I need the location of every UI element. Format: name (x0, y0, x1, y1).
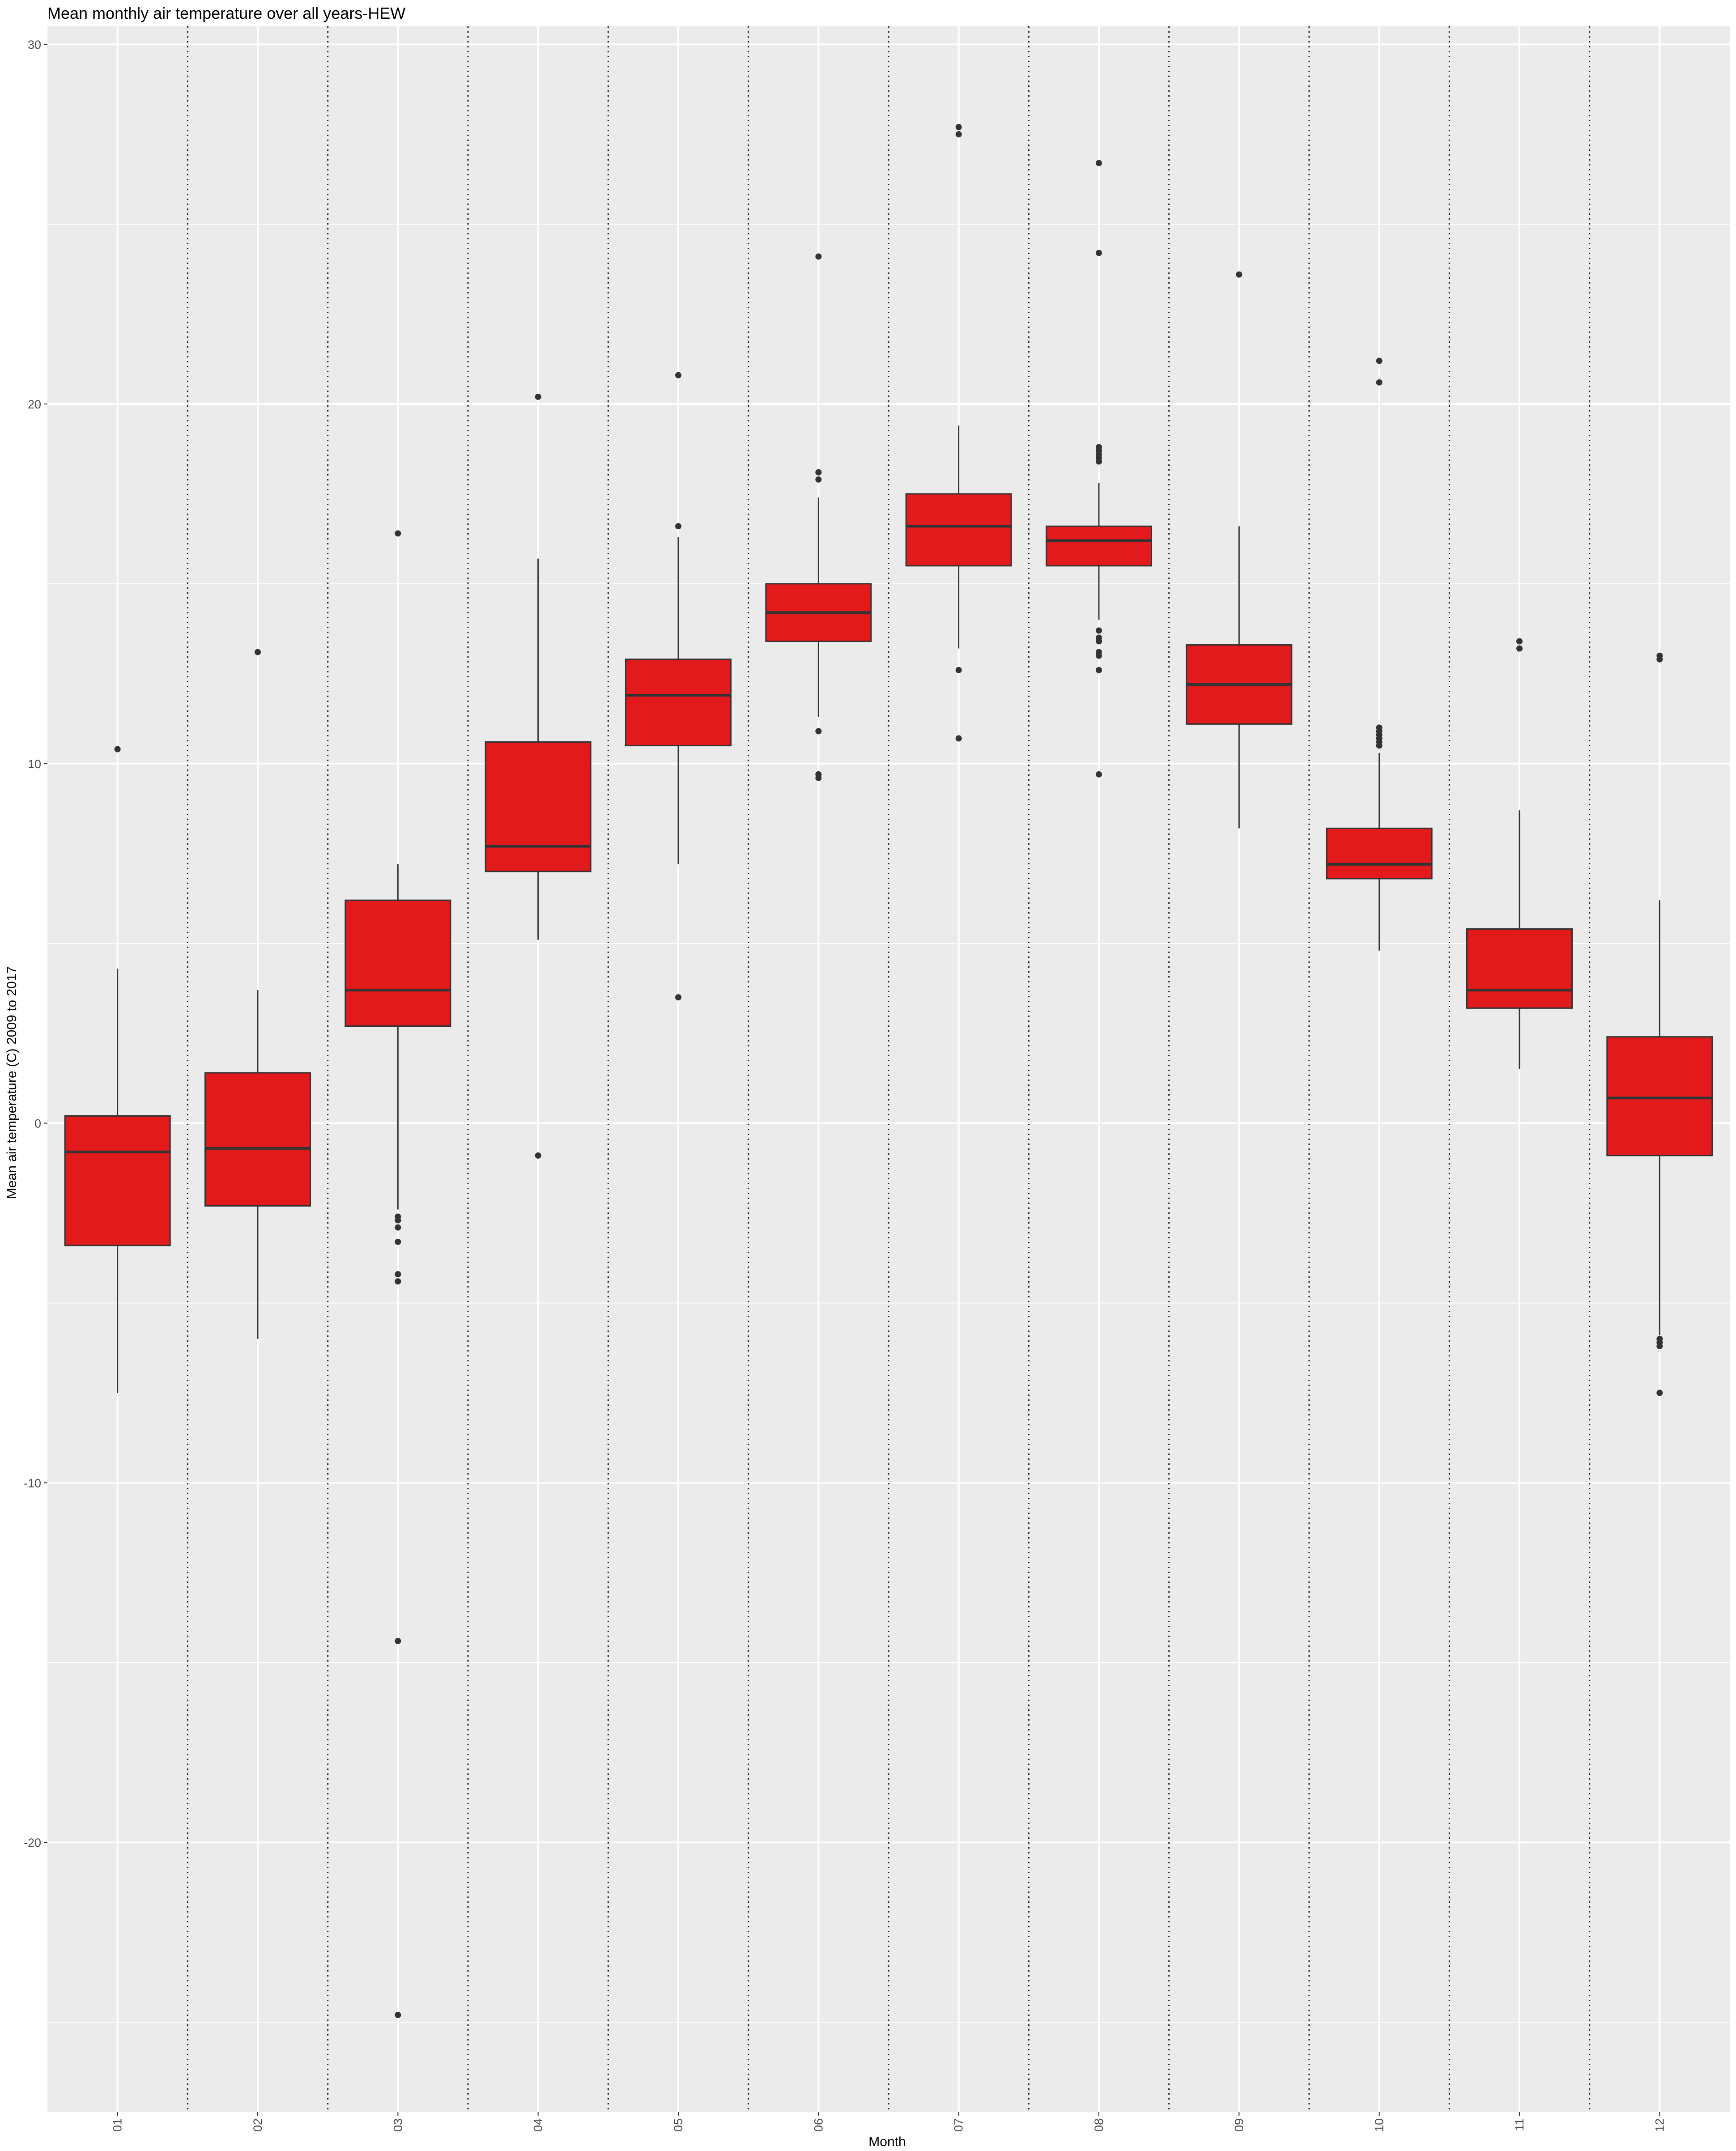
outlier-point (675, 994, 681, 1001)
x-axis-title: Month (868, 2134, 906, 2149)
outlier-point (395, 530, 401, 537)
y-tick-label: 20 (28, 398, 41, 411)
x-tick-label: 07 (952, 2118, 966, 2132)
outlier-point (395, 1217, 401, 1224)
iqr-box (625, 659, 732, 747)
y-tick-label: 10 (28, 757, 41, 771)
outlier-point (955, 735, 962, 742)
outlier-point (1096, 667, 1102, 673)
x-tick-label: 09 (1232, 2118, 1246, 2132)
box-month-12 (1606, 652, 1713, 1396)
x-tick-label: 11 (1513, 2118, 1526, 2131)
outlier-point (395, 1238, 401, 1245)
outlier-point (255, 649, 261, 655)
outlier-point (1656, 1390, 1663, 1396)
box-month-04 (485, 393, 591, 1159)
outlier-point (955, 131, 962, 138)
box-month-01 (64, 746, 171, 1393)
outlier-point (955, 124, 962, 131)
outlier-point (1096, 627, 1102, 634)
x-tick-label: 06 (812, 2118, 825, 2132)
outlier-point (815, 774, 822, 781)
iqr-box (1046, 525, 1152, 567)
outlier-point (815, 728, 822, 735)
outlier-point (1096, 458, 1102, 465)
iqr-box (64, 1115, 171, 1246)
iqr-box (1326, 827, 1433, 880)
box-month-06 (765, 253, 872, 781)
outlier-point (815, 469, 822, 476)
y-tick-label: 30 (28, 38, 41, 51)
outlier-point (815, 253, 822, 260)
y-tick-label: 0 (34, 1117, 41, 1131)
box-month-05 (625, 372, 732, 1001)
iqr-box (1606, 1036, 1713, 1156)
box-month-10 (1326, 357, 1433, 951)
month-separators (187, 26, 1591, 2112)
iqr-box (345, 899, 451, 1027)
outlier-point (1656, 656, 1663, 663)
outlier-point (535, 1152, 541, 1159)
box-month-08 (1046, 160, 1152, 778)
y-axis-title: Mean air temperature (C) 2009 to 2017 (4, 966, 19, 1199)
box-month-09 (1186, 271, 1293, 829)
outlier-point (1096, 160, 1102, 166)
x-tick-label: 10 (1373, 2118, 1386, 2132)
y-tick-label: -20 (24, 1836, 41, 1849)
outlier-point (395, 2011, 401, 2018)
outlier-point (1516, 638, 1523, 645)
outlier-point (955, 667, 962, 673)
iqr-box (1466, 928, 1573, 1009)
box-month-07 (905, 124, 1012, 742)
x-tick-label: 03 (391, 2118, 404, 2132)
outlier-point (395, 1271, 401, 1278)
outlier-point (1236, 271, 1242, 278)
iqr-box (204, 1072, 311, 1207)
outlier-point (1096, 638, 1102, 645)
outlier-point (1096, 771, 1102, 778)
outlier-point (114, 746, 121, 752)
outlier-point (1096, 250, 1102, 256)
box-month-03 (345, 530, 451, 2018)
x-axis-ticks: 01 02 03 04 05 06 07 08 09 10 11 12 (111, 2112, 1666, 2132)
outlier-point (395, 1278, 401, 1285)
outlier-point (535, 393, 541, 400)
outlier-point (395, 1224, 401, 1231)
x-tick-label: 08 (1092, 2118, 1106, 2132)
chart-title: Mean monthly air temperature over all ye… (47, 4, 405, 22)
x-tick-label: 05 (672, 2118, 685, 2132)
x-tick-label: 02 (251, 2118, 264, 2132)
x-tick-label: 01 (111, 2118, 124, 2132)
outlier-point (1516, 645, 1523, 652)
outlier-point (1656, 1343, 1663, 1349)
outlier-point (1376, 742, 1383, 749)
x-tick-label: 04 (532, 2118, 545, 2132)
outlier-point (675, 523, 681, 530)
y-axis-ticks: -20 -10 0 10 20 30 (24, 38, 47, 1849)
outlier-point (1376, 357, 1383, 364)
box-series (64, 124, 1713, 2018)
iqr-box (905, 493, 1012, 567)
outlier-point (395, 1638, 401, 1645)
outlier-point (1376, 379, 1383, 386)
iqr-box (485, 741, 591, 872)
y-tick-label: -10 (24, 1476, 41, 1490)
box-month-02 (204, 649, 311, 1339)
x-tick-label: 12 (1653, 2118, 1666, 2132)
outlier-point (815, 476, 822, 483)
outlier-point (1096, 652, 1102, 659)
outlier-point (675, 372, 681, 378)
box-month-11 (1466, 638, 1573, 1069)
